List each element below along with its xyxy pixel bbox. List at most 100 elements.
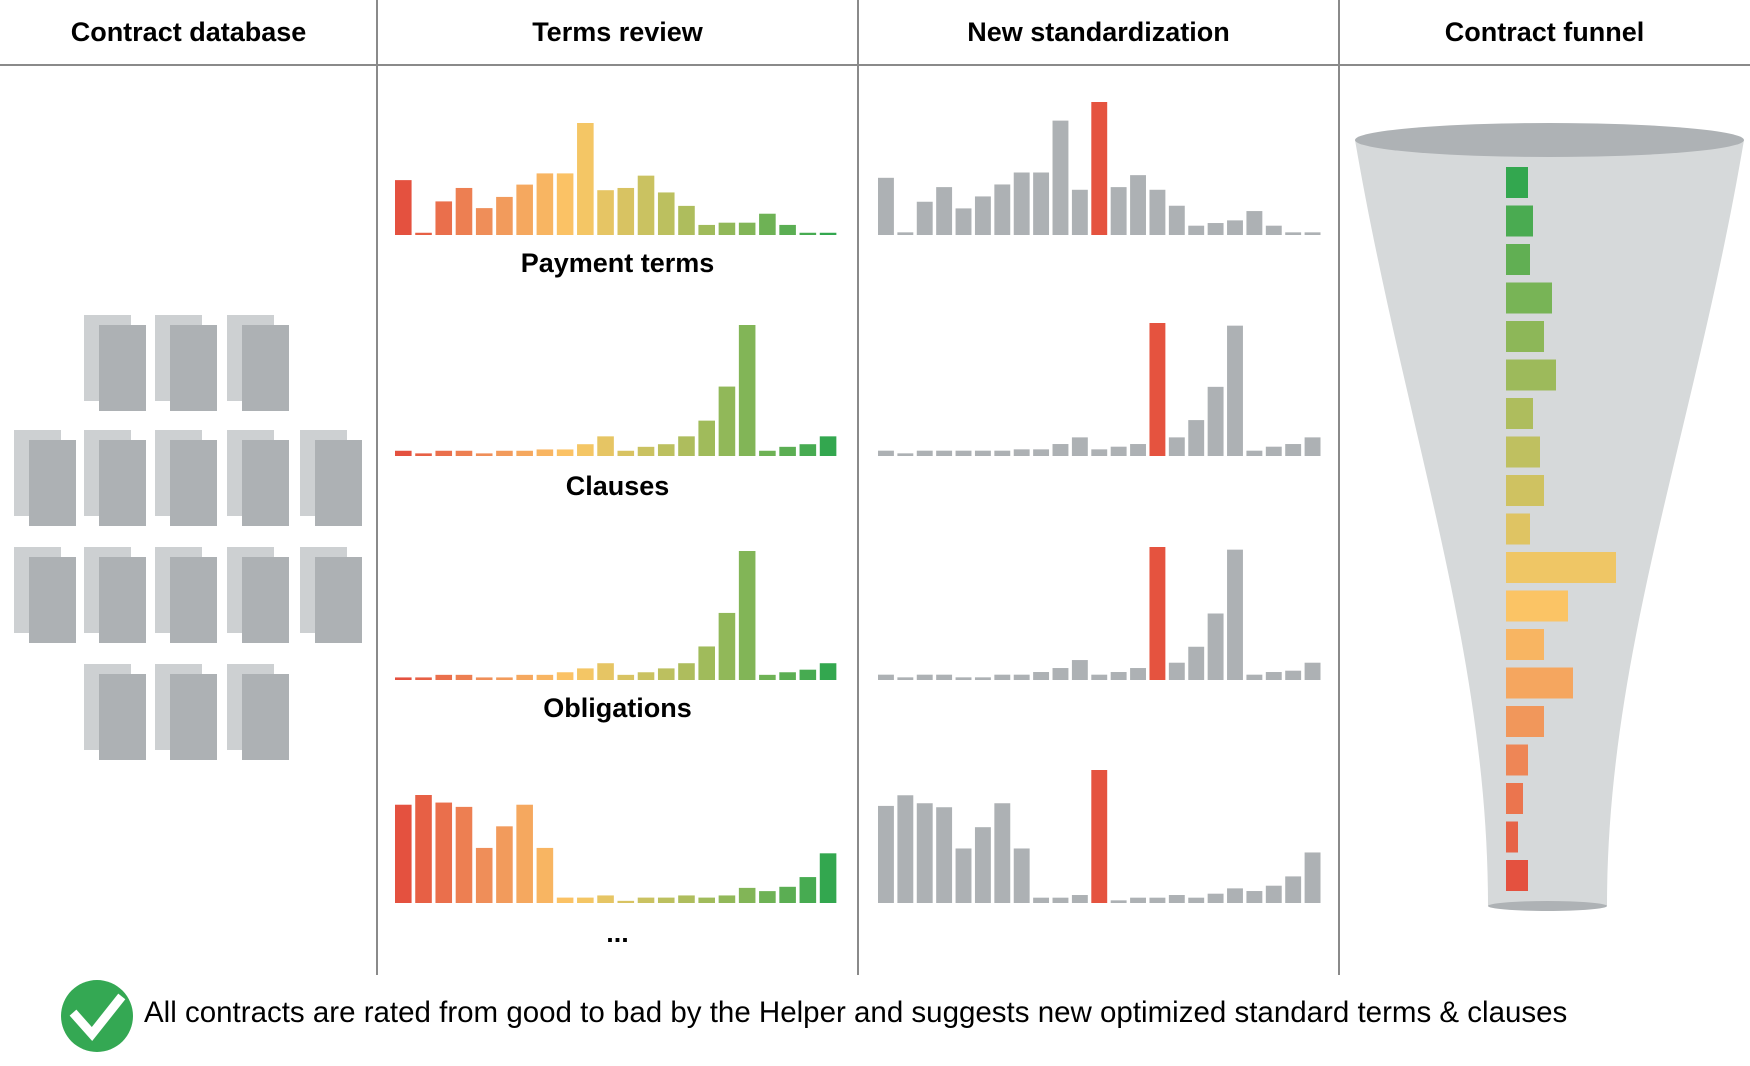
terms-bar [759, 213, 776, 235]
standardization-bar [1227, 549, 1243, 680]
terms-bar [698, 646, 715, 680]
terms-bar [759, 674, 776, 680]
terms-bar [516, 184, 533, 235]
terms-bar [496, 196, 513, 235]
terms-bar [395, 804, 412, 903]
standardization-bar [1246, 450, 1263, 456]
funnel-bar [1506, 475, 1544, 506]
document-icon [170, 325, 217, 411]
standardization-bar [1246, 674, 1263, 680]
funnel-bar [1506, 321, 1544, 352]
standardization-bar [1207, 386, 1224, 456]
funnel-bar [1506, 167, 1528, 198]
standardization-bar [1110, 446, 1127, 456]
terms-bar [395, 677, 412, 680]
standardization-bar [1265, 225, 1282, 235]
terms-bar [536, 847, 554, 903]
terms-bar [556, 173, 574, 235]
terms-bar [718, 386, 736, 456]
terms-bar [698, 224, 715, 235]
funnel-bar [1506, 706, 1544, 737]
standardization-bar [1207, 223, 1224, 235]
document-icon [242, 325, 289, 411]
standardization-bar [1227, 325, 1243, 456]
terms-bar [799, 232, 817, 235]
standardization-bar [1091, 770, 1108, 903]
document-icon [99, 440, 146, 526]
terms-bar [617, 450, 635, 456]
standardization-bar [994, 803, 1011, 903]
document-icon [315, 440, 362, 526]
document-icon [170, 557, 217, 643]
chart-label-payment-terms: Payment terms [520, 248, 715, 278]
funnel-bar [1506, 821, 1518, 853]
document-icon [242, 440, 289, 526]
terms-bar [455, 187, 473, 235]
terms-bar [597, 190, 614, 235]
document-icon [315, 557, 362, 643]
standardization-bar [974, 196, 991, 235]
standardization-bar [1188, 897, 1205, 903]
funnel-bar [1506, 629, 1544, 660]
standardization-bar [1168, 895, 1185, 903]
standardization-bar [974, 450, 991, 456]
standardization-bar [955, 450, 972, 456]
terms-bar [597, 895, 614, 903]
standardization-bar [955, 848, 972, 903]
check-circle-icon [61, 980, 133, 1052]
terms-bar [577, 444, 594, 456]
terms-bar [678, 895, 695, 903]
dividers [0, 0, 1750, 975]
terms-bar [415, 453, 432, 456]
standardization-bar [1207, 613, 1224, 680]
terms-bar [617, 674, 635, 680]
standardization-bar [916, 674, 933, 680]
standardization-bar [1130, 897, 1146, 903]
standardization-bar [936, 450, 953, 456]
document-icon [242, 674, 289, 760]
terms-bar [678, 205, 695, 235]
standardization-bar [1013, 449, 1030, 456]
funnel-bar [1506, 513, 1530, 545]
terms-bar [496, 450, 513, 456]
standardization-bar [897, 677, 914, 680]
standardization-bar [1110, 900, 1127, 903]
terms-bar [475, 453, 493, 456]
terms-bar [475, 847, 493, 903]
terms-bar [536, 449, 554, 456]
terms-bar [415, 677, 432, 680]
new-standardization-charts [878, 102, 1321, 903]
standardization-bar [916, 201, 933, 235]
standardization-bar [1188, 225, 1205, 235]
header-new-standardization: New standardization [967, 17, 1230, 47]
funnel-bottom-rim [1488, 901, 1607, 911]
standardization-bar [1130, 175, 1146, 235]
terms-bar [799, 669, 817, 680]
standardization-bar [1188, 646, 1205, 680]
standardization-bar [1091, 674, 1108, 680]
terms-bar [779, 886, 796, 903]
terms-bar [435, 450, 453, 456]
standardization-bar [974, 677, 991, 680]
chart-label-more: ... [606, 918, 629, 948]
standardization-bar [936, 674, 953, 680]
standardization-bar [1033, 897, 1050, 903]
standardization-bar [936, 187, 953, 235]
standardization-bar [1207, 893, 1224, 903]
terms-bar [779, 224, 796, 235]
terms-bar [819, 436, 837, 456]
standardization-bar [994, 450, 1011, 456]
standardization-bar [878, 177, 894, 235]
terms-bar [415, 795, 432, 903]
terms-bar [637, 446, 655, 456]
terms-bar [455, 674, 473, 680]
standardization-bar [1130, 668, 1146, 680]
standardization-bar [1265, 885, 1282, 903]
terms-bar [435, 201, 453, 235]
standardization-bar [1246, 211, 1263, 235]
terms-bar [718, 612, 736, 680]
standardization-bar [1149, 547, 1166, 680]
terms-bar [395, 180, 412, 235]
terms-bar [496, 826, 513, 903]
terms-bar [556, 449, 574, 456]
